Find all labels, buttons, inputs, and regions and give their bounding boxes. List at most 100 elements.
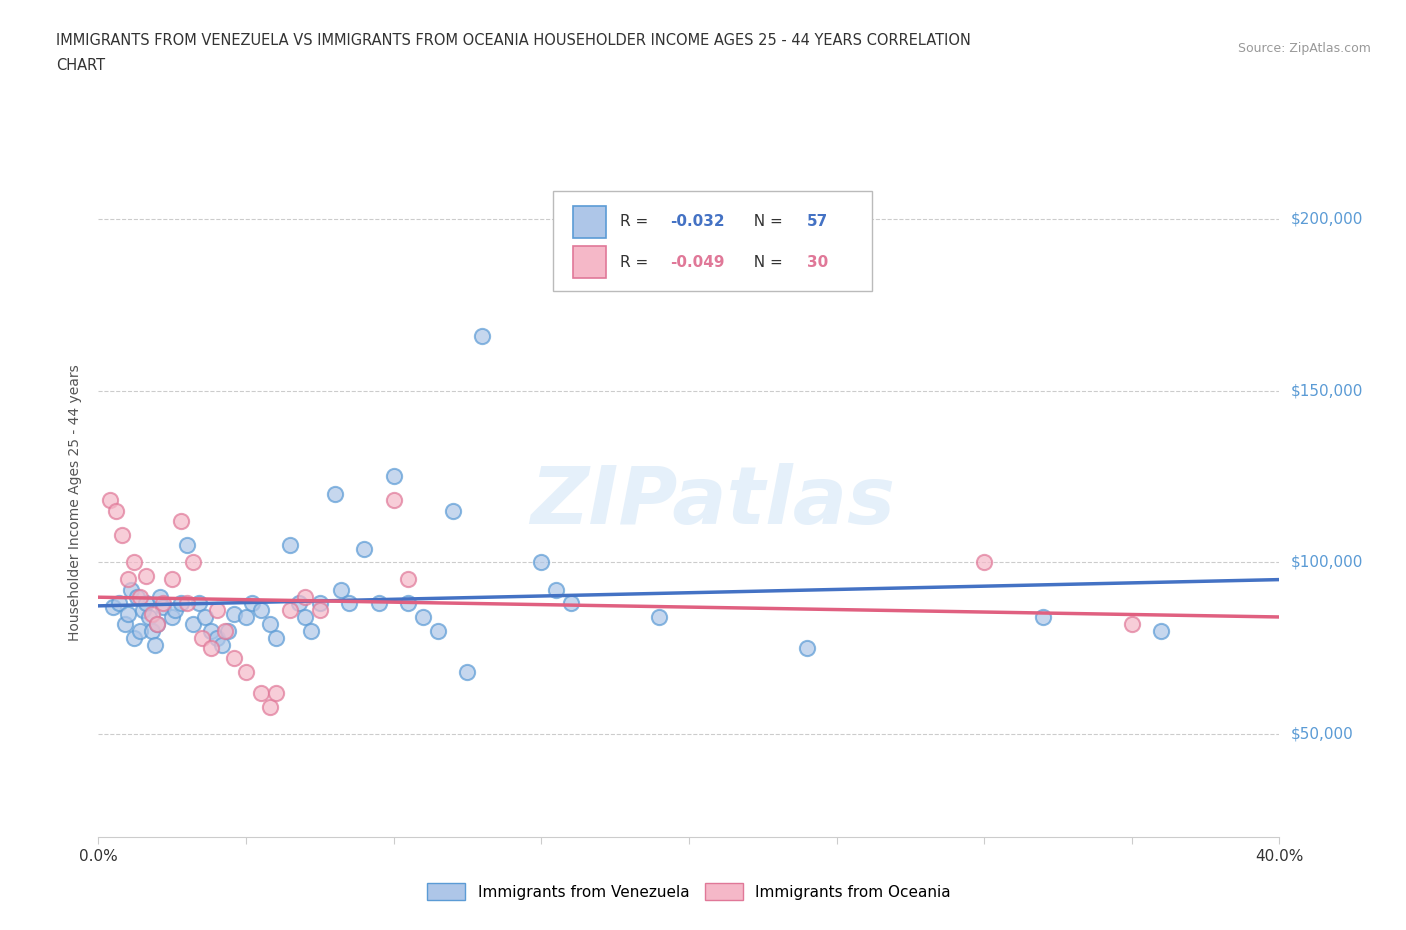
Point [224, 651, 246, 666]
Point [200, 641, 222, 656]
Point [264, 685, 287, 700]
Point [240, 596, 263, 611]
Point [288, 596, 311, 611]
Point [170, 513, 193, 528]
Point [132, 603, 155, 618]
Point [122, 555, 145, 570]
Text: CHART: CHART [56, 58, 105, 73]
Point [353, 541, 375, 556]
Point [278, 603, 302, 618]
Point [170, 596, 193, 611]
Point [135, 596, 157, 611]
Point [128, 590, 150, 604]
Point [176, 596, 198, 611]
Point [235, 665, 257, 680]
Text: 57: 57 [807, 214, 828, 229]
Point [176, 538, 198, 552]
Point [108, 596, 131, 611]
Point [117, 572, 139, 587]
FancyBboxPatch shape [574, 246, 606, 278]
Point [103, 600, 125, 615]
Point [973, 555, 995, 570]
Point [299, 623, 322, 638]
Point [191, 631, 214, 645]
Point [259, 699, 281, 714]
Point [427, 623, 450, 638]
Point [146, 617, 169, 631]
Point [120, 582, 142, 597]
Point [235, 610, 257, 625]
Point [250, 685, 273, 700]
Point [264, 631, 287, 645]
Point [309, 603, 332, 618]
Point [200, 623, 222, 638]
Point [648, 610, 671, 625]
Point [152, 600, 174, 615]
Point [560, 596, 582, 611]
Point [205, 603, 228, 618]
Point [1121, 617, 1143, 631]
Point [122, 631, 145, 645]
Text: $150,000: $150,000 [1291, 383, 1362, 398]
Text: N =: N = [744, 255, 789, 270]
Point [187, 596, 209, 611]
Point [329, 582, 352, 597]
Point [456, 665, 478, 680]
Text: N =: N = [744, 214, 789, 229]
Point [181, 617, 204, 631]
Point [337, 596, 360, 611]
Point [146, 617, 169, 631]
Legend: Immigrants from Venezuela, Immigrants from Oceania: Immigrants from Venezuela, Immigrants fr… [422, 876, 956, 907]
Point [141, 623, 163, 638]
Text: $50,000: $50,000 [1291, 726, 1354, 741]
Text: $200,000: $200,000 [1291, 211, 1362, 226]
Point [224, 606, 246, 621]
Point [309, 596, 332, 611]
Point [294, 610, 316, 625]
Point [382, 493, 405, 508]
Text: 30: 30 [807, 255, 828, 270]
Point [105, 503, 128, 518]
Point [396, 596, 419, 611]
Point [530, 555, 553, 570]
Point [211, 637, 233, 652]
Point [117, 606, 139, 621]
Text: -0.032: -0.032 [671, 214, 724, 229]
Point [278, 538, 302, 552]
Point [205, 631, 228, 645]
Point [162, 610, 183, 625]
Point [382, 469, 405, 484]
Point [441, 503, 464, 518]
Point [250, 603, 273, 618]
Point [396, 572, 419, 587]
Point [135, 568, 157, 583]
Point [796, 641, 818, 656]
Point [368, 596, 391, 611]
Point [138, 610, 160, 625]
Point [194, 610, 217, 625]
Point [141, 606, 163, 621]
Y-axis label: Householder Income Ages 25 - 44 years: Householder Income Ages 25 - 44 years [69, 364, 83, 641]
Point [217, 623, 239, 638]
Point [544, 582, 567, 597]
Point [149, 590, 172, 604]
Point [214, 623, 236, 638]
Point [471, 328, 494, 343]
Point [181, 555, 204, 570]
Point [1032, 610, 1054, 625]
Text: $100,000: $100,000 [1291, 555, 1362, 570]
Point [125, 590, 148, 604]
Text: R =: R = [620, 214, 654, 229]
Text: Source: ZipAtlas.com: Source: ZipAtlas.com [1237, 42, 1371, 55]
Point [111, 527, 134, 542]
Point [128, 623, 150, 638]
Point [162, 572, 183, 587]
Point [152, 596, 174, 611]
Text: R =: R = [620, 255, 654, 270]
FancyBboxPatch shape [574, 206, 606, 238]
Point [114, 617, 136, 631]
FancyBboxPatch shape [553, 191, 872, 291]
Text: ZIPatlas: ZIPatlas [530, 463, 896, 541]
Point [259, 617, 281, 631]
Text: -0.049: -0.049 [671, 255, 724, 270]
